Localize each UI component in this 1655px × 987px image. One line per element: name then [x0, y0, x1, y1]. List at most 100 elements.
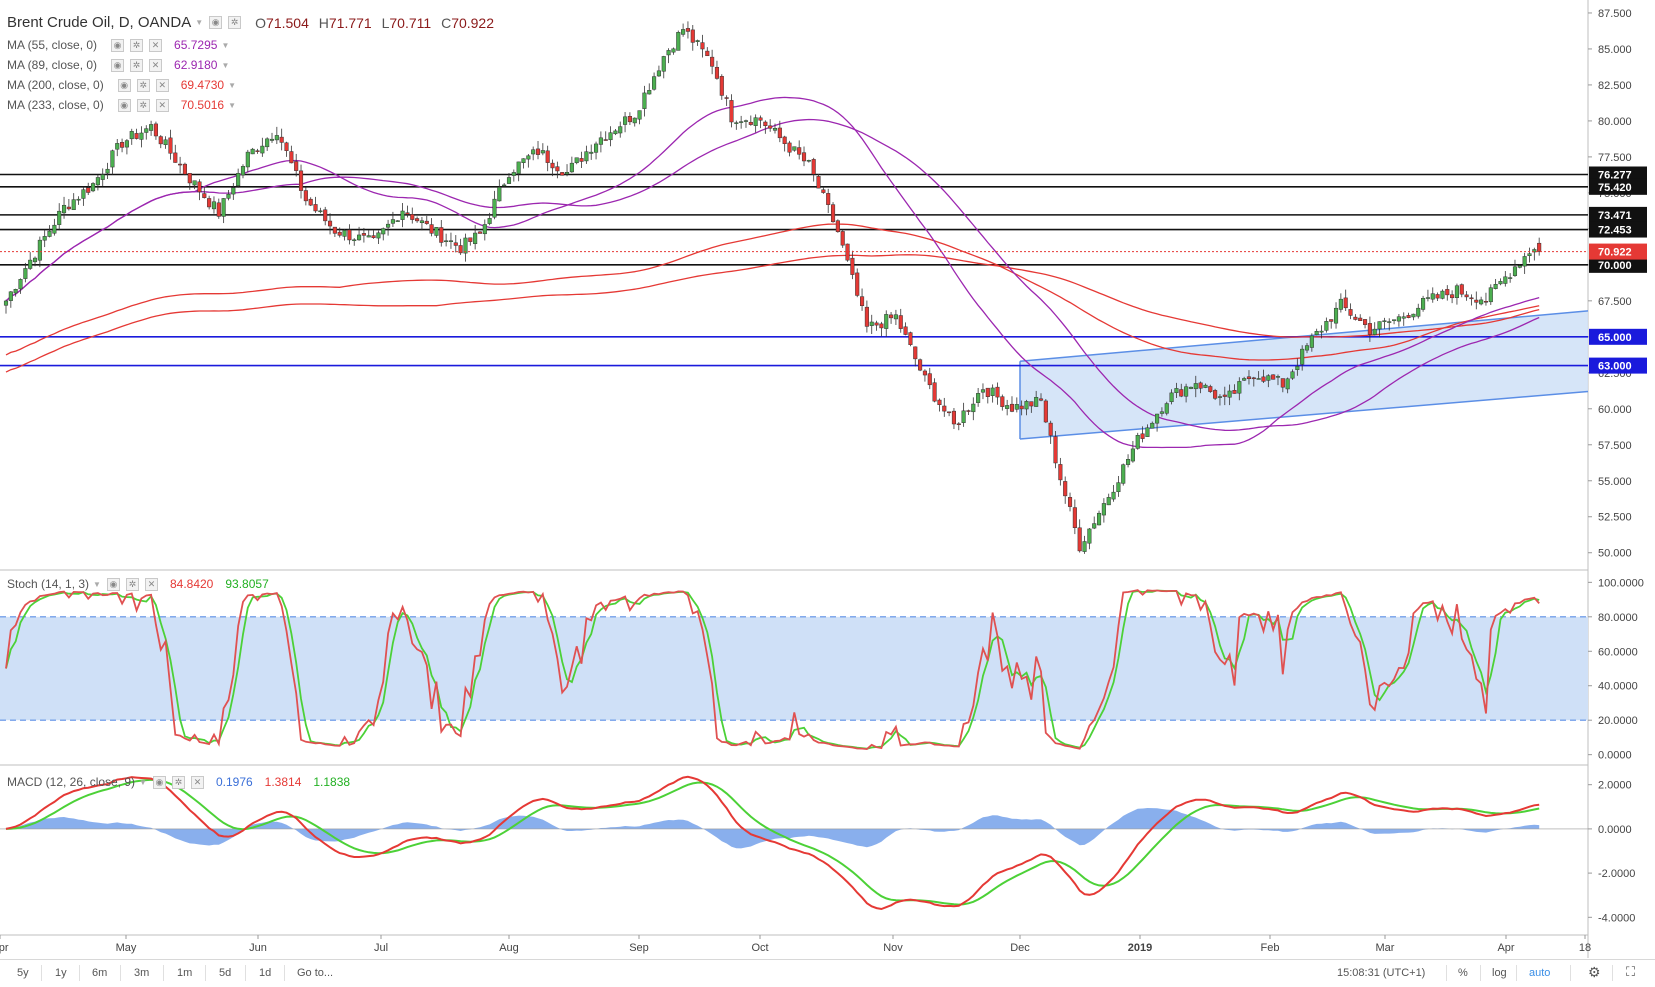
gear-icon[interactable]: ✲	[136, 78, 150, 92]
macd-label[interactable]: MACD (12, 26, close, 9)	[7, 775, 136, 789]
range-button-1m[interactable]: 1m	[177, 967, 193, 979]
candle-body	[1285, 378, 1290, 390]
candle-body	[608, 132, 613, 141]
macd-y-tick-label: -2.0000	[1598, 868, 1635, 880]
ma-89-line	[5, 118, 1540, 432]
candle-body	[1198, 382, 1203, 389]
candle-body	[1029, 401, 1034, 407]
gear-icon[interactable]: ✲	[130, 38, 144, 52]
clock-time[interactable]: 15:08:31 (UTC+1)	[1337, 967, 1426, 979]
candle-body	[753, 117, 758, 126]
stoch-legend: Stoch (14, 1, 3) ▼ ◉ ✲ ✕ 84.8420 93.8057	[7, 577, 269, 591]
close-icon[interactable]: ✕	[149, 58, 163, 72]
candle-body	[1416, 307, 1421, 317]
candle-body	[550, 162, 555, 169]
ma-label[interactable]: MA (89, close, 0)	[7, 58, 98, 72]
candle-body	[95, 177, 100, 186]
chevron-down-icon[interactable]: ▼	[195, 18, 204, 27]
stoch-label[interactable]: Stoch (14, 1, 3)	[7, 577, 90, 591]
candle-body	[772, 127, 778, 131]
range-button-6m[interactable]: 6m	[92, 967, 108, 979]
candle-body	[918, 359, 923, 371]
candle-body	[748, 121, 753, 125]
level-label: 73.471	[1598, 210, 1632, 222]
chart-title[interactable]: Brent Crude Oil, D, OANDA	[7, 14, 192, 31]
candle-body	[352, 239, 357, 242]
candle-body	[129, 131, 134, 140]
chevron-down-icon[interactable]: ▼	[139, 777, 147, 787]
candle-body	[618, 126, 623, 134]
candle-body	[1459, 284, 1464, 295]
range-button-3m[interactable]: 3m	[134, 967, 150, 979]
range-button-5d[interactable]: 5d	[219, 967, 232, 979]
close-icon[interactable]: ✕	[190, 775, 204, 789]
chevron-down-icon[interactable]: ▼	[228, 100, 237, 110]
candle-body	[743, 120, 749, 122]
candle-body	[1063, 481, 1068, 497]
eye-icon[interactable]: ◉	[117, 78, 131, 92]
close-icon[interactable]: ✕	[155, 98, 169, 112]
candle-body	[502, 184, 507, 187]
candle-body	[1440, 290, 1445, 299]
candle-body	[37, 239, 42, 261]
range-button-1d[interactable]: 1d	[259, 967, 272, 979]
ma-55-line	[5, 96, 1540, 449]
candle-body	[1537, 242, 1542, 252]
candle-body	[202, 193, 207, 198]
close-icon[interactable]: ✕	[144, 577, 158, 591]
candle-body	[105, 168, 110, 174]
candle-body	[47, 230, 52, 237]
candle-body	[192, 180, 197, 186]
candle-body	[1280, 378, 1285, 388]
candle-body	[1150, 422, 1155, 429]
eye-icon[interactable]: ◉	[117, 98, 131, 112]
candle-body	[52, 224, 57, 234]
range-button-1y[interactable]: 1y	[55, 967, 67, 979]
candle-body	[173, 152, 178, 163]
candle-body	[444, 240, 449, 243]
eye-icon[interactable]: ◉	[111, 58, 125, 72]
chevron-down-icon[interactable]: ▼	[93, 579, 101, 589]
gear-icon[interactable]: ✲	[125, 577, 139, 591]
candle-body	[656, 70, 661, 77]
gear-icon[interactable]: ✲	[171, 775, 185, 789]
close-icon[interactable]: ✕	[149, 38, 163, 52]
candle-body	[1295, 366, 1300, 370]
ma-label[interactable]: MA (200, close, 0)	[7, 78, 104, 92]
candle-body	[613, 130, 618, 135]
candle-body	[400, 210, 405, 220]
fullscreen-icon[interactable]: ⛶	[1626, 964, 1636, 979]
ma-label[interactable]: MA (55, close, 0)	[7, 38, 98, 52]
y-tick-label: 52.500	[1598, 512, 1632, 524]
gear-icon[interactable]: ✲	[130, 58, 144, 72]
candle-body	[976, 393, 981, 403]
eye-icon[interactable]: ◉	[152, 775, 166, 789]
eye-icon[interactable]: ◉	[111, 38, 125, 52]
candle-body	[1430, 293, 1435, 300]
gear-icon[interactable]: ✲	[136, 98, 150, 112]
log-toggle[interactable]: log	[1492, 967, 1507, 979]
eye-icon[interactable]: ◉	[106, 577, 120, 591]
ma-label[interactable]: MA (233, close, 0)	[7, 98, 104, 112]
chevron-down-icon[interactable]: ▼	[228, 80, 237, 90]
candle-body	[1493, 284, 1498, 289]
close-icon[interactable]: ✕	[155, 78, 169, 92]
macd-signal-value: 1.1838	[313, 775, 351, 789]
percent-toggle[interactable]: %	[1458, 967, 1468, 979]
gear-icon[interactable]: ⚙	[1588, 964, 1601, 980]
candle-body	[860, 296, 865, 307]
chevron-down-icon[interactable]: ▼	[221, 40, 230, 50]
candle-body	[284, 142, 289, 151]
auto-toggle[interactable]: auto	[1529, 967, 1551, 979]
gear-icon[interactable]: ✲	[228, 16, 242, 29]
chevron-down-icon[interactable]: ▼	[221, 60, 230, 70]
candle-body	[153, 123, 158, 137]
candle-body	[627, 116, 632, 123]
eye-icon[interactable]: ◉	[209, 16, 223, 29]
candle-body	[371, 235, 376, 238]
y-tick-label: 57.500	[1598, 440, 1632, 452]
x-tick-label: 18	[1579, 942, 1591, 954]
go-to-date-button[interactable]: Go to...	[297, 967, 334, 979]
candle-body	[477, 231, 483, 234]
range-button-5y[interactable]: 5y	[17, 967, 29, 979]
